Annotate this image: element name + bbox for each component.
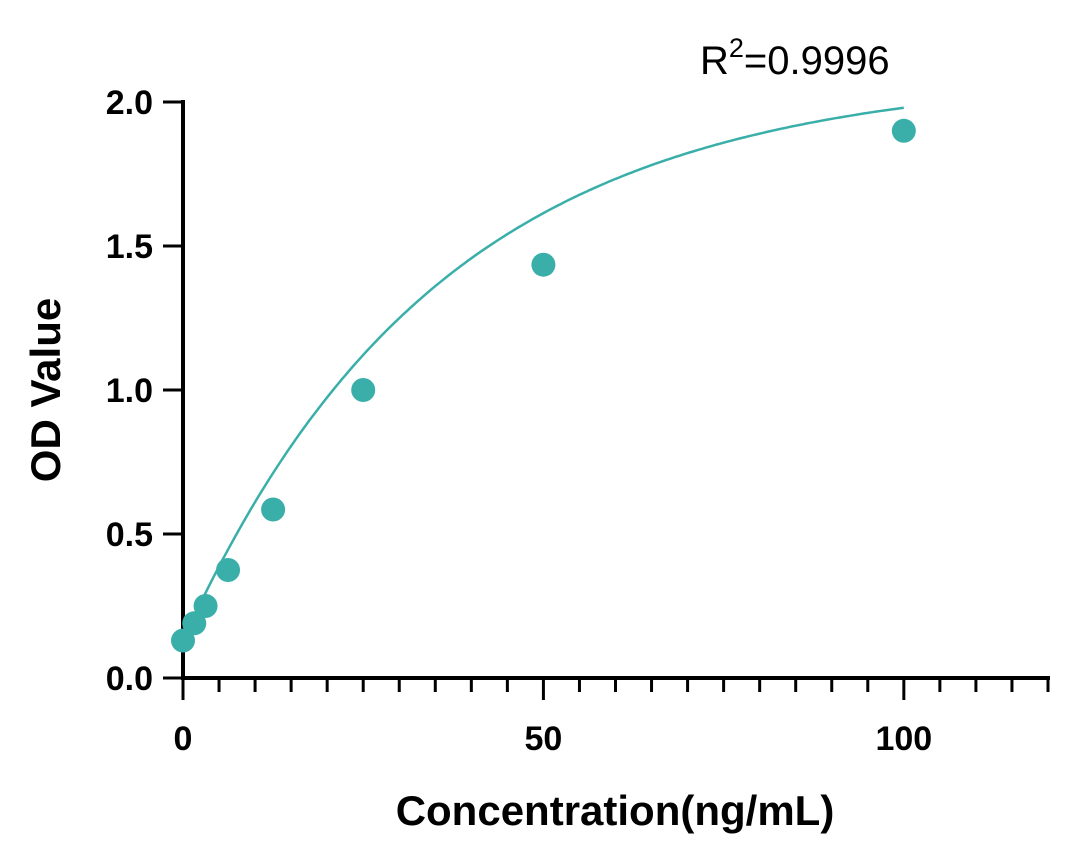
r-squared-base: R	[700, 39, 729, 83]
data-point	[531, 252, 556, 277]
x-tick-label: 0	[174, 720, 193, 758]
y-axis-title: OD Value	[22, 298, 69, 482]
y-tick-label: 0.0	[106, 660, 153, 698]
r-squared-superscript: 2	[729, 33, 744, 63]
x-axis-title: Concentration(ng/mL)	[396, 787, 835, 834]
data-point	[193, 594, 218, 618]
data-points	[171, 118, 916, 653]
data-point	[261, 497, 286, 522]
data-point	[216, 558, 241, 582]
y-tick-label: 1.0	[106, 372, 153, 410]
x-tick-label: 50	[525, 720, 563, 758]
y-axis-ticks: 0.0 0.5 1.0 1.5 2.0	[106, 84, 183, 698]
r-squared-annotation: R2=0.9996	[700, 33, 890, 83]
y-tick-label: 0.5	[106, 516, 153, 554]
y-tick-label: 1.5	[106, 228, 153, 266]
data-point	[351, 378, 376, 402]
x-tick-label: 100	[875, 720, 932, 758]
data-point	[171, 628, 195, 653]
x-axis-ticks: 0 50 100	[174, 678, 1050, 758]
data-point	[182, 611, 207, 636]
data-point	[891, 118, 916, 143]
y-tick-label: 2.0	[106, 84, 153, 122]
r-squared-value: =0.9996	[744, 39, 890, 83]
fit-curve-line	[181, 106, 904, 642]
